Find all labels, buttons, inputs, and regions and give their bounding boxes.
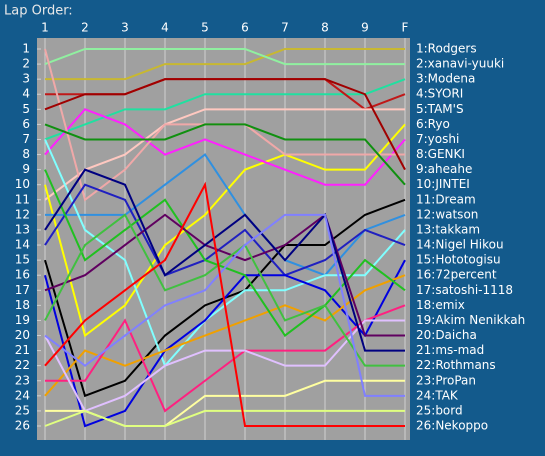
y-tick-label: 9	[22, 162, 30, 176]
legend-label: 16:72percent	[416, 268, 497, 282]
lap-line	[44, 168, 405, 352]
lap-line	[44, 213, 405, 337]
y-tick-label: 14	[15, 238, 30, 252]
y-tick-label: 19	[15, 313, 30, 327]
y-tick-label: 24	[15, 388, 30, 402]
y-tick-label: 1	[22, 42, 30, 56]
y-tick-label: 13	[15, 222, 30, 236]
lap-line	[44, 78, 406, 171]
legend-label: 10:JINTEI	[416, 177, 470, 191]
legend-label: 1:Rodgers	[416, 42, 477, 56]
legend-label: 2:xanavi-yuuki	[416, 57, 504, 71]
y-tick-label: 3	[22, 72, 30, 86]
chart-title: Lap Order:	[4, 4, 73, 19]
legend-label: 14:Nigel Hikou	[416, 238, 504, 252]
legend-label: 18:emix	[416, 298, 465, 312]
legend-label: 9:aheahe	[416, 162, 472, 176]
x-tick-label: F	[402, 21, 409, 35]
legend-label: 7:yoshi	[416, 132, 459, 146]
y-tick-label: 5	[22, 102, 30, 116]
y-tick-label: 17	[15, 283, 30, 297]
y-tick-label: 10	[15, 177, 30, 191]
legend-label: 24:TAK	[416, 388, 459, 402]
y-tick-label: 4	[22, 87, 30, 101]
legend-label: 17:satoshi-1118	[416, 283, 513, 297]
lap-line	[45, 153, 406, 277]
legend-label: 3:Modena	[416, 72, 475, 86]
x-tick-label: 4	[161, 21, 169, 35]
y-tick-label: 21	[15, 343, 30, 357]
lap-line	[44, 181, 405, 427]
y-tick-label: 12	[15, 207, 30, 221]
plot-area	[37, 38, 410, 440]
lap-line	[44, 48, 405, 66]
lap-line	[44, 123, 406, 186]
legend-label: 12:watson	[416, 207, 478, 221]
lap-line	[44, 183, 406, 277]
x-tick-label: 7	[281, 21, 289, 35]
lap-line	[44, 213, 405, 367]
legend-label: 5:TAM'S	[416, 102, 464, 116]
lap-line	[44, 123, 406, 338]
lap-line	[45, 48, 405, 81]
y-tick-label: 6	[22, 117, 30, 131]
legend-label: 25:bord	[416, 403, 463, 417]
legend-label: 21:ms-mad	[416, 343, 484, 357]
x-tick-label: 8	[321, 21, 329, 35]
x-tick-label: 9	[361, 21, 369, 35]
legend-label: 4:SYORI	[416, 87, 463, 101]
y-tick-label: 8	[22, 147, 30, 161]
legend-label: 26:Nekoppo	[416, 419, 488, 433]
legend-label: 11:Dream	[416, 192, 476, 206]
lap-line	[44, 108, 405, 201]
y-tick-label: 11	[15, 192, 30, 206]
y-tick-label: 25	[15, 403, 30, 417]
y-tick-label: 15	[15, 253, 30, 267]
legend-label: 6:Ryo	[416, 117, 450, 131]
y-tick-label: 20	[15, 328, 30, 342]
y-tick-label: 16	[15, 268, 30, 282]
y-tick-label: 23	[15, 373, 30, 387]
x-tick-label: 2	[81, 21, 89, 35]
lap-line	[44, 319, 405, 413]
lap-line	[44, 108, 406, 186]
x-tick-label: 1	[41, 21, 49, 35]
y-tick-label: 26	[15, 419, 30, 433]
x-tick-label: 3	[121, 21, 129, 35]
legend-label: 13:takkam	[416, 222, 480, 236]
legend-label: 20:Daicha	[416, 328, 477, 342]
y-tick-label: 18	[15, 298, 30, 312]
legend-label: 19:Akim Nenikkah	[416, 313, 525, 327]
lap-line	[44, 213, 405, 397]
lap-line	[44, 409, 405, 427]
legend-label: 15:Hototogisu	[416, 253, 501, 267]
legend-label: 23:ProPan	[416, 373, 476, 387]
y-tick-label: 2	[22, 57, 30, 71]
y-tick-label: 22	[15, 358, 30, 372]
x-tick-label: 5	[201, 21, 209, 35]
legend-label: 22:Rothmans	[416, 358, 496, 372]
legend-label: 8:GENKI	[416, 147, 465, 161]
x-tick-label: 6	[241, 21, 249, 35]
y-tick-label: 7	[22, 132, 30, 146]
